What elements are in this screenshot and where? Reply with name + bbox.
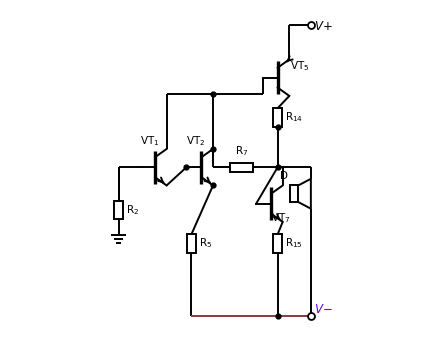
Text: R$_{14}$: R$_{14}$	[285, 111, 303, 124]
Text: VT$_2$: VT$_2$	[187, 134, 206, 148]
Text: VT$_5$: VT$_5$	[290, 59, 310, 73]
Bar	[187, 234, 196, 253]
Text: D: D	[280, 171, 288, 181]
Text: R$_5$: R$_5$	[199, 237, 212, 250]
Bar	[290, 185, 298, 202]
Bar	[273, 108, 283, 127]
Text: R$_2$: R$_2$	[126, 204, 139, 217]
Bar	[230, 163, 253, 172]
Bar	[114, 201, 123, 219]
Text: $V$+: $V$+	[314, 20, 333, 33]
Text: VT$_1$: VT$_1$	[140, 134, 160, 148]
Bar	[273, 234, 283, 253]
Text: R$_7$: R$_7$	[235, 144, 248, 158]
Text: $V$−: $V$−	[314, 303, 333, 316]
Text: R$_{15}$: R$_{15}$	[285, 237, 303, 250]
Text: VT$_7$: VT$_7$	[271, 211, 291, 225]
